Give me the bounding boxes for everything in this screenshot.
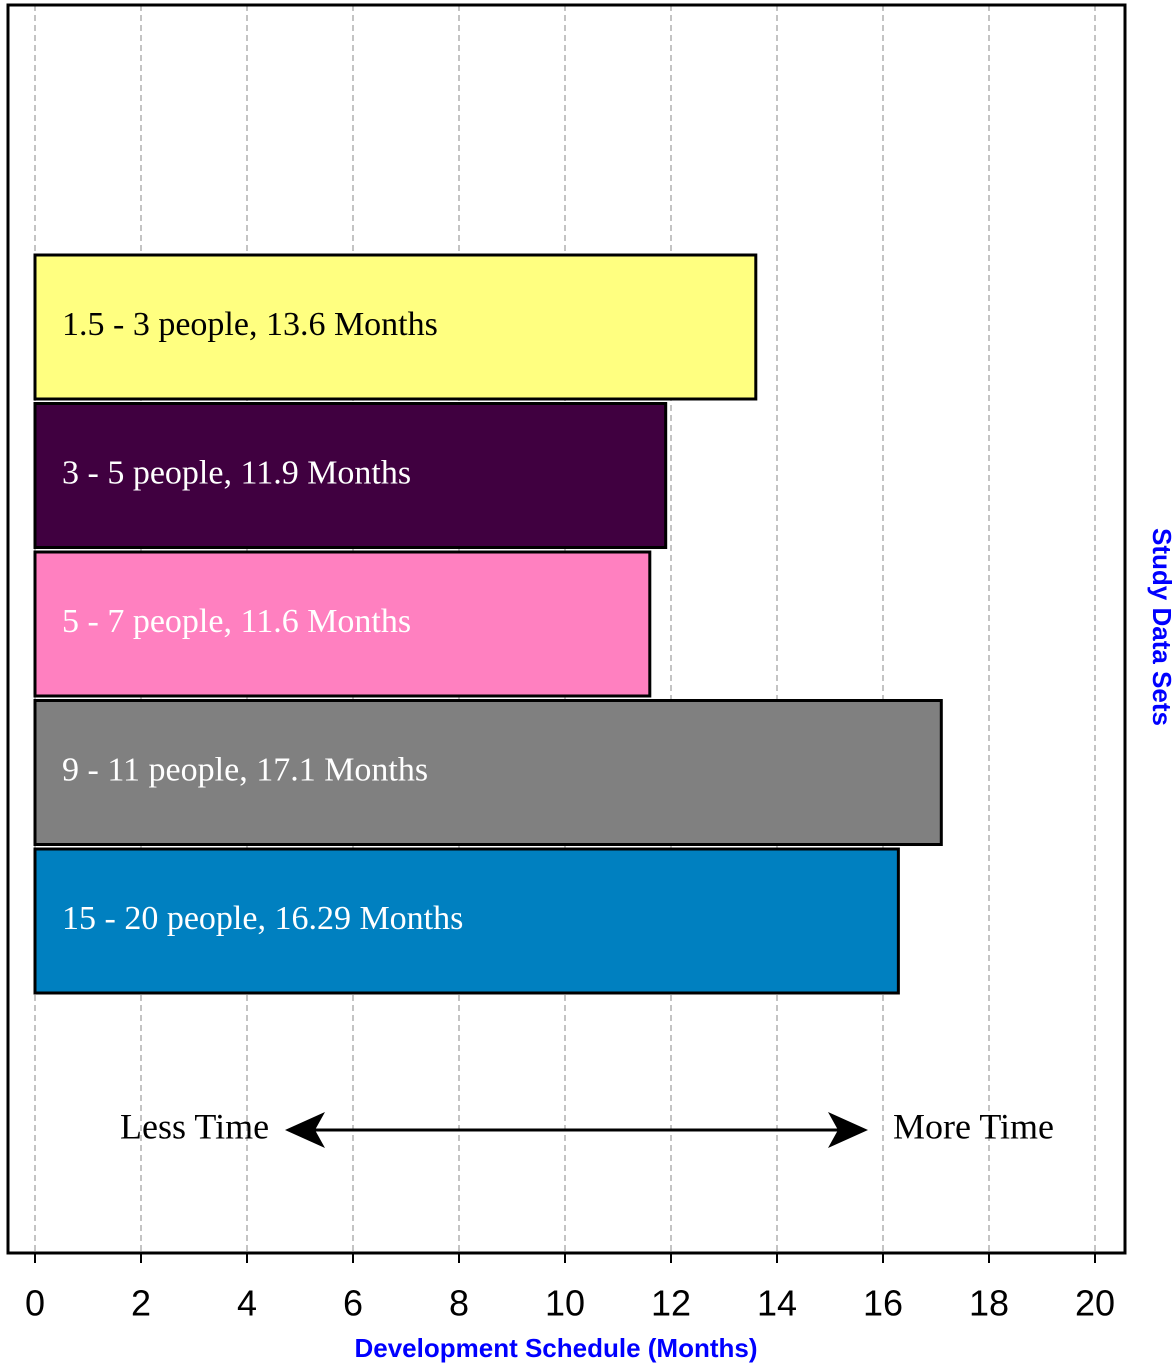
bar-label: 9 - 11 people, 17.1 Months bbox=[62, 751, 428, 788]
x-tick-label: 14 bbox=[757, 1283, 797, 1324]
x-axis-label: Development Schedule (Months) bbox=[354, 1333, 757, 1363]
annotation: More Time bbox=[893, 1106, 1054, 1146]
x-tick-label: 18 bbox=[969, 1283, 1009, 1324]
x-tick-label: 8 bbox=[449, 1283, 469, 1324]
bar-label: 5 - 7 people, 11.6 Months bbox=[62, 603, 411, 640]
bar bbox=[33, 847, 900, 995]
bar bbox=[33, 253, 758, 401]
bar bbox=[33, 699, 943, 846]
bar bbox=[33, 550, 652, 698]
x-tick-label: 0 bbox=[25, 1283, 45, 1324]
x-tick-label: 10 bbox=[545, 1283, 585, 1324]
bar bbox=[33, 402, 668, 549]
x-tick-label: 16 bbox=[863, 1283, 903, 1324]
bar-label: 1.5 - 3 people, 13.6 Months bbox=[62, 306, 438, 343]
arrow bbox=[285, 1112, 868, 1148]
x-tick-label: 20 bbox=[1075, 1283, 1115, 1324]
bar-label: 3 - 5 people, 11.9 Months bbox=[62, 454, 411, 491]
x-tick-label: 12 bbox=[651, 1283, 691, 1324]
bar-label: 15 - 20 people, 16.29 Months bbox=[62, 900, 463, 937]
annotation: Less Time bbox=[120, 1106, 269, 1146]
x-tick-label: 2 bbox=[131, 1283, 151, 1324]
plot-frame bbox=[6, 3, 1127, 1255]
x-tick-label: 6 bbox=[343, 1283, 363, 1324]
x-tick-label: 4 bbox=[237, 1283, 257, 1324]
y-axis-label: Study Data Sets bbox=[1147, 528, 1176, 726]
